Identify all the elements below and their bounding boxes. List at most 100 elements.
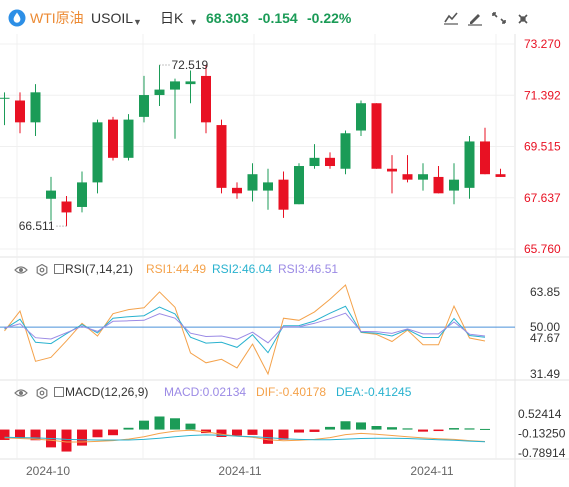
macd-bar xyxy=(356,422,366,430)
settings-button[interactable] xyxy=(512,8,534,28)
macd-checkbox[interactable] xyxy=(54,387,64,397)
macd-bar xyxy=(325,426,335,430)
macd-bar xyxy=(294,429,304,433)
macd-settings-button[interactable] xyxy=(36,386,48,400)
rsi-title: RSI(7,14,21) xyxy=(65,262,134,276)
macd-bar xyxy=(387,427,397,430)
candle-body xyxy=(30,92,41,123)
candle xyxy=(77,171,87,213)
grid xyxy=(0,34,569,487)
macd-bar xyxy=(92,429,103,438)
candle-body xyxy=(402,174,413,180)
expand-icon xyxy=(492,12,506,24)
macd-bar xyxy=(309,429,320,432)
candle-body xyxy=(480,141,490,175)
candle-body xyxy=(356,103,366,131)
candle xyxy=(340,130,351,175)
macd-bar xyxy=(278,429,289,440)
period-selector[interactable]: 日K xyxy=(160,10,184,26)
rsi-lines xyxy=(0,284,515,376)
macd-visibility-toggle[interactable] xyxy=(14,386,28,398)
pencil-icon xyxy=(468,14,482,26)
candle-body xyxy=(433,176,444,194)
macd-bar xyxy=(108,429,118,436)
candle-body xyxy=(325,157,335,167)
macd-bar xyxy=(464,428,475,430)
rsi-settings-button[interactable] xyxy=(36,263,48,277)
candle-body xyxy=(108,119,118,158)
macd-bar xyxy=(449,428,459,430)
candle-body xyxy=(216,125,227,188)
macd-tick-label: -0.78914 xyxy=(518,446,566,460)
rsi2-value: RSI2:46.04 xyxy=(212,262,273,276)
macd-bar xyxy=(61,429,72,452)
candle-body xyxy=(464,141,475,188)
rsi1-line xyxy=(4,284,486,376)
candle xyxy=(92,119,103,194)
candle-body xyxy=(278,179,289,210)
rsi-tick-label: 50.00 xyxy=(530,320,560,334)
candle-body xyxy=(201,75,211,123)
candle xyxy=(61,196,72,227)
candle-body xyxy=(61,201,72,213)
macd-tick-label: -0.13250 xyxy=(518,427,566,441)
candle-body xyxy=(154,89,165,96)
candle-body xyxy=(263,182,273,191)
dif-value: DIF:-0.40178 xyxy=(256,385,327,399)
candle-body xyxy=(46,190,56,199)
candle xyxy=(480,127,490,175)
period-dropdown-icon[interactable]: ▼ xyxy=(189,17,198,27)
candle xyxy=(464,135,475,199)
candle xyxy=(123,114,134,161)
line-chart-button[interactable] xyxy=(440,8,462,28)
macd-title: MACD(12,26,9) xyxy=(65,385,149,399)
macd-bar xyxy=(170,418,180,430)
macd-bar xyxy=(247,429,258,435)
candle xyxy=(201,65,211,134)
candle-body xyxy=(123,119,134,158)
macd-axis: 0.52414 -0.13250 -0.78914 xyxy=(518,407,566,460)
candle xyxy=(232,182,242,199)
candle xyxy=(433,166,444,194)
candle-body xyxy=(340,133,351,169)
candle xyxy=(247,163,258,202)
candle xyxy=(185,70,196,104)
macd-bar xyxy=(15,429,25,438)
x-tick-label: 2024-11 xyxy=(410,464,453,478)
candle xyxy=(154,65,165,106)
macd-bar xyxy=(232,429,242,436)
candle xyxy=(46,176,56,221)
macd-bar xyxy=(402,428,413,430)
last-price: 68.303 xyxy=(206,10,249,26)
rsi-tick-label: 63.85 xyxy=(530,285,560,299)
draw-button[interactable] xyxy=(464,8,486,28)
macd-bar xyxy=(139,420,149,430)
candle xyxy=(30,84,41,136)
rsi1-value: RSI1:44.49 xyxy=(146,262,207,276)
price-tick-label: 71.392 xyxy=(524,88,561,102)
high-price-label: 72.519 xyxy=(172,58,209,72)
macd-bar xyxy=(216,429,227,437)
rsi-checkbox[interactable] xyxy=(54,264,64,274)
candle-body xyxy=(185,81,196,85)
chart-header: WTI原油 USOIL ▼ 日K ▼ 68.303 -0.154 -0.22% xyxy=(0,0,569,34)
candle xyxy=(216,119,227,194)
rsi-visibility-toggle[interactable] xyxy=(14,263,28,275)
fullscreen-button[interactable] xyxy=(488,8,510,28)
symbol-dropdown-icon[interactable]: ▼ xyxy=(133,17,142,27)
candle xyxy=(170,78,180,139)
candle-body xyxy=(0,97,10,99)
macd-bars xyxy=(0,416,490,452)
candle-body xyxy=(92,122,103,183)
macd-bar xyxy=(371,426,382,430)
price-annotations: 72.519 66.511 xyxy=(19,58,209,233)
dea-line xyxy=(4,434,486,443)
macd-bar xyxy=(123,427,134,430)
macd-bar xyxy=(418,429,428,432)
low-price-label: 66.511 xyxy=(19,219,55,233)
candle-body xyxy=(232,187,242,194)
settings-icon xyxy=(518,14,528,24)
candle-body xyxy=(170,81,180,90)
